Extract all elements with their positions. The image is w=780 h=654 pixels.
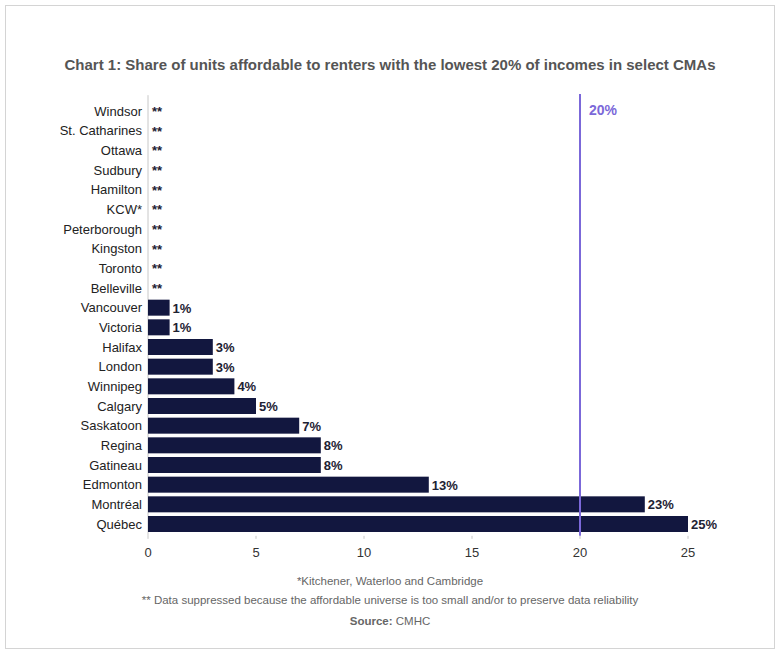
reference-line (579, 94, 581, 536)
category-label: Kingston (91, 241, 142, 256)
source-text: CMHC (393, 615, 431, 627)
data-label: 25% (691, 517, 717, 532)
tick-label: 0 (144, 545, 151, 560)
bar (148, 339, 213, 355)
bar (148, 516, 688, 532)
tick-mark (256, 536, 257, 539)
data-label: 1% (173, 320, 192, 335)
data-label: ** (152, 222, 163, 237)
bar (148, 300, 170, 316)
category-label: Victoria (99, 320, 143, 335)
category-label: Vancouver (81, 300, 143, 315)
bar (148, 437, 321, 453)
note: ** Data suppressed because the affordabl… (142, 594, 639, 606)
tick-mark (364, 536, 365, 539)
category-label: Regina (101, 438, 143, 453)
category-label: Halifax (102, 340, 142, 355)
category-label: Ottawa (101, 143, 143, 158)
category-label: Montréal (91, 497, 142, 512)
data-label: 5% (259, 399, 278, 414)
data-label: 7% (302, 419, 321, 434)
data-label: 3% (216, 360, 235, 375)
note: *Kitchener, Waterloo and Cambridge (297, 575, 483, 587)
data-label: 8% (324, 438, 343, 453)
tick-mark (148, 536, 149, 539)
frame (6, 6, 775, 649)
tick-label: 10 (357, 545, 371, 560)
tick-label: 5 (252, 545, 259, 560)
tick-mark (472, 536, 473, 539)
data-label: 3% (216, 340, 235, 355)
data-label: ** (152, 202, 163, 217)
data-label: ** (152, 124, 163, 139)
data-label: ** (152, 163, 163, 178)
bar (148, 457, 321, 473)
data-label: ** (152, 143, 163, 158)
category-label: Peterborough (63, 222, 142, 237)
data-label: 13% (432, 478, 458, 493)
tick-mark (688, 536, 689, 539)
source-label: Source: (350, 615, 393, 627)
category-label: St. Catharines (60, 123, 143, 138)
category-label: Windsor (94, 104, 142, 119)
title: Chart 1: Share of units affordable to re… (65, 56, 716, 73)
category-label: Winnipeg (88, 379, 142, 394)
category-label: Toronto (99, 261, 142, 276)
data-label: ** (152, 242, 163, 257)
category-label: Calgary (97, 399, 142, 414)
tick-label: 15 (465, 545, 479, 560)
tick-label: 20 (573, 545, 587, 560)
bar (148, 418, 299, 434)
data-label: ** (152, 104, 163, 119)
category-label: Hamilton (91, 182, 142, 197)
chart: Chart 1: Share of units affordable to re… (0, 0, 780, 654)
category-label: Belleville (91, 281, 142, 296)
bar (148, 398, 256, 414)
bar (148, 319, 170, 335)
data-label: 8% (324, 458, 343, 473)
data-label: ** (152, 261, 163, 276)
tick-mark (580, 536, 581, 539)
tick-label: 25 (681, 545, 695, 560)
category-label: Saskatoon (81, 418, 142, 433)
category-label: Gatineau (89, 458, 142, 473)
bar (148, 378, 234, 394)
data-label: ** (152, 183, 163, 198)
data-label: 23% (648, 497, 674, 512)
reference-label: 20% (589, 102, 618, 118)
source: Source: CMHC (350, 615, 431, 627)
category-label: Edmonton (83, 477, 142, 492)
category-label: KCW* (107, 202, 142, 217)
data-label: ** (152, 281, 163, 296)
bar (148, 496, 645, 512)
category-label: Québec (96, 517, 142, 532)
bar (148, 477, 429, 493)
data-label: 1% (173, 301, 192, 316)
data-label: 4% (237, 379, 256, 394)
category-label: Sudbury (94, 163, 143, 178)
bar (148, 359, 213, 375)
category-label: London (99, 359, 142, 374)
bars (148, 300, 688, 532)
